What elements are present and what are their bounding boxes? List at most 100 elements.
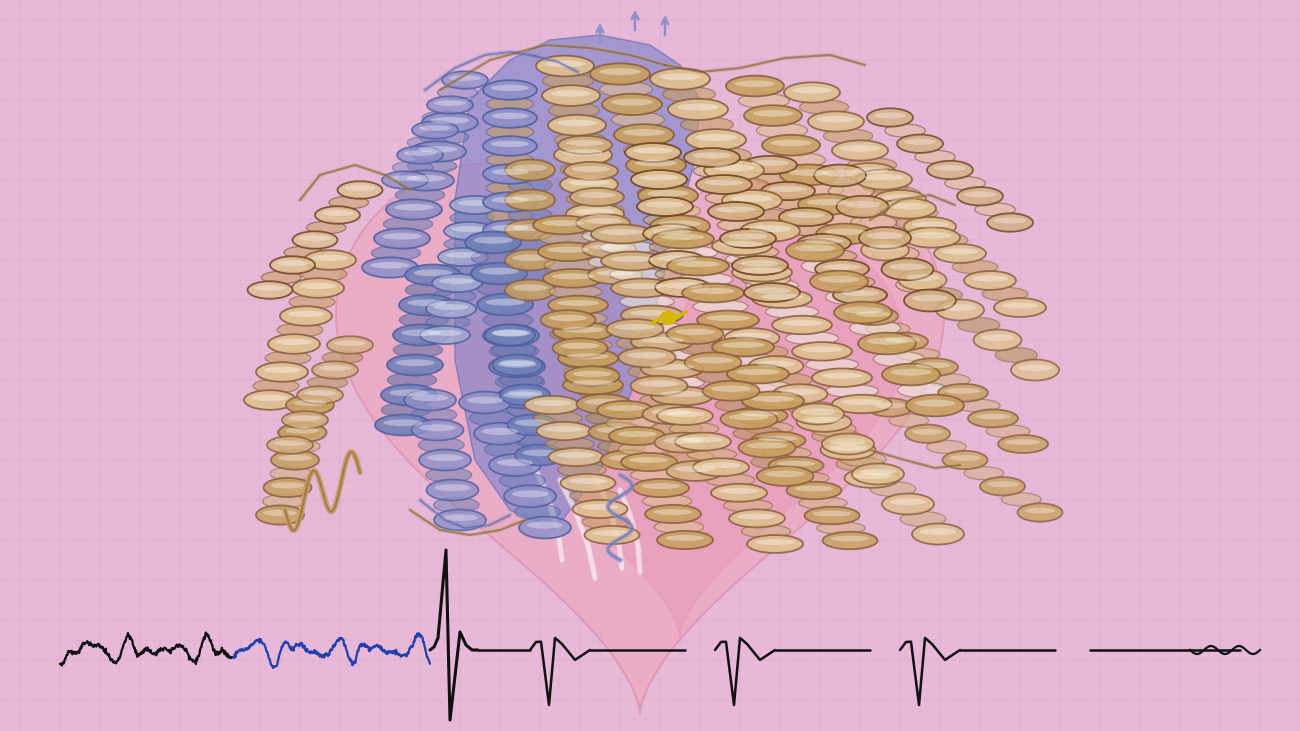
Ellipse shape <box>759 436 797 442</box>
Ellipse shape <box>1024 507 1056 513</box>
Ellipse shape <box>412 395 448 401</box>
Ellipse shape <box>611 112 664 127</box>
Ellipse shape <box>903 289 955 311</box>
Ellipse shape <box>994 218 1026 224</box>
Ellipse shape <box>867 108 913 126</box>
Ellipse shape <box>519 517 571 539</box>
Ellipse shape <box>254 379 299 393</box>
Ellipse shape <box>697 369 748 384</box>
Ellipse shape <box>633 479 689 497</box>
Ellipse shape <box>598 439 646 453</box>
Ellipse shape <box>599 68 641 75</box>
Ellipse shape <box>645 505 701 523</box>
Ellipse shape <box>512 254 547 261</box>
Ellipse shape <box>794 486 833 491</box>
Ellipse shape <box>897 382 949 398</box>
Ellipse shape <box>675 329 715 335</box>
Ellipse shape <box>881 493 933 515</box>
Ellipse shape <box>433 304 468 310</box>
Ellipse shape <box>554 311 607 325</box>
Ellipse shape <box>638 185 698 206</box>
Ellipse shape <box>763 447 811 459</box>
Ellipse shape <box>654 433 711 452</box>
Ellipse shape <box>911 221 948 227</box>
Ellipse shape <box>697 311 759 330</box>
Ellipse shape <box>722 241 763 247</box>
Ellipse shape <box>614 124 673 145</box>
Ellipse shape <box>426 96 473 114</box>
Ellipse shape <box>852 167 888 173</box>
Ellipse shape <box>412 121 458 139</box>
Ellipse shape <box>842 307 883 314</box>
Ellipse shape <box>987 213 1034 232</box>
Ellipse shape <box>294 400 326 406</box>
Ellipse shape <box>407 159 456 173</box>
Ellipse shape <box>537 422 592 440</box>
Ellipse shape <box>515 444 566 466</box>
Ellipse shape <box>382 171 428 189</box>
Ellipse shape <box>402 330 441 336</box>
Ellipse shape <box>484 312 533 327</box>
Ellipse shape <box>737 514 776 519</box>
Ellipse shape <box>542 220 584 226</box>
Ellipse shape <box>755 172 803 184</box>
Ellipse shape <box>512 194 547 201</box>
Ellipse shape <box>651 421 702 436</box>
Ellipse shape <box>632 159 681 173</box>
Ellipse shape <box>472 250 520 266</box>
Ellipse shape <box>406 282 455 298</box>
Ellipse shape <box>592 224 653 243</box>
Ellipse shape <box>881 258 933 280</box>
Ellipse shape <box>641 483 681 489</box>
Ellipse shape <box>299 235 330 241</box>
Ellipse shape <box>781 389 819 395</box>
Ellipse shape <box>798 194 855 215</box>
Ellipse shape <box>867 338 907 344</box>
Ellipse shape <box>361 257 419 278</box>
Ellipse shape <box>439 278 474 284</box>
Ellipse shape <box>711 385 751 392</box>
Ellipse shape <box>693 153 732 159</box>
Ellipse shape <box>812 511 852 516</box>
Ellipse shape <box>644 213 693 227</box>
Ellipse shape <box>845 468 900 488</box>
Ellipse shape <box>844 163 896 182</box>
Ellipse shape <box>751 160 789 166</box>
Ellipse shape <box>775 153 826 167</box>
Ellipse shape <box>716 178 770 193</box>
Ellipse shape <box>712 237 772 255</box>
Ellipse shape <box>474 423 526 444</box>
Ellipse shape <box>793 87 832 94</box>
Ellipse shape <box>445 238 488 251</box>
Ellipse shape <box>746 279 798 292</box>
Ellipse shape <box>597 427 636 433</box>
Ellipse shape <box>900 512 946 526</box>
Ellipse shape <box>852 463 903 485</box>
Ellipse shape <box>564 366 620 386</box>
Ellipse shape <box>881 194 918 200</box>
Ellipse shape <box>312 361 358 379</box>
Ellipse shape <box>556 300 599 306</box>
Ellipse shape <box>741 272 790 286</box>
Ellipse shape <box>572 166 610 172</box>
Ellipse shape <box>650 240 698 254</box>
Ellipse shape <box>723 499 772 512</box>
Polygon shape <box>456 233 904 638</box>
Ellipse shape <box>597 401 653 419</box>
Ellipse shape <box>438 263 482 276</box>
Ellipse shape <box>395 360 434 366</box>
Ellipse shape <box>607 319 663 339</box>
Ellipse shape <box>491 85 529 91</box>
Ellipse shape <box>708 202 764 221</box>
Ellipse shape <box>477 281 526 297</box>
Ellipse shape <box>491 343 536 357</box>
Ellipse shape <box>667 257 729 276</box>
Ellipse shape <box>624 143 676 158</box>
Ellipse shape <box>933 244 985 263</box>
Ellipse shape <box>586 411 634 425</box>
Ellipse shape <box>276 338 312 345</box>
Ellipse shape <box>1002 303 1039 308</box>
Ellipse shape <box>567 353 608 360</box>
Ellipse shape <box>732 406 788 424</box>
Polygon shape <box>335 164 944 713</box>
